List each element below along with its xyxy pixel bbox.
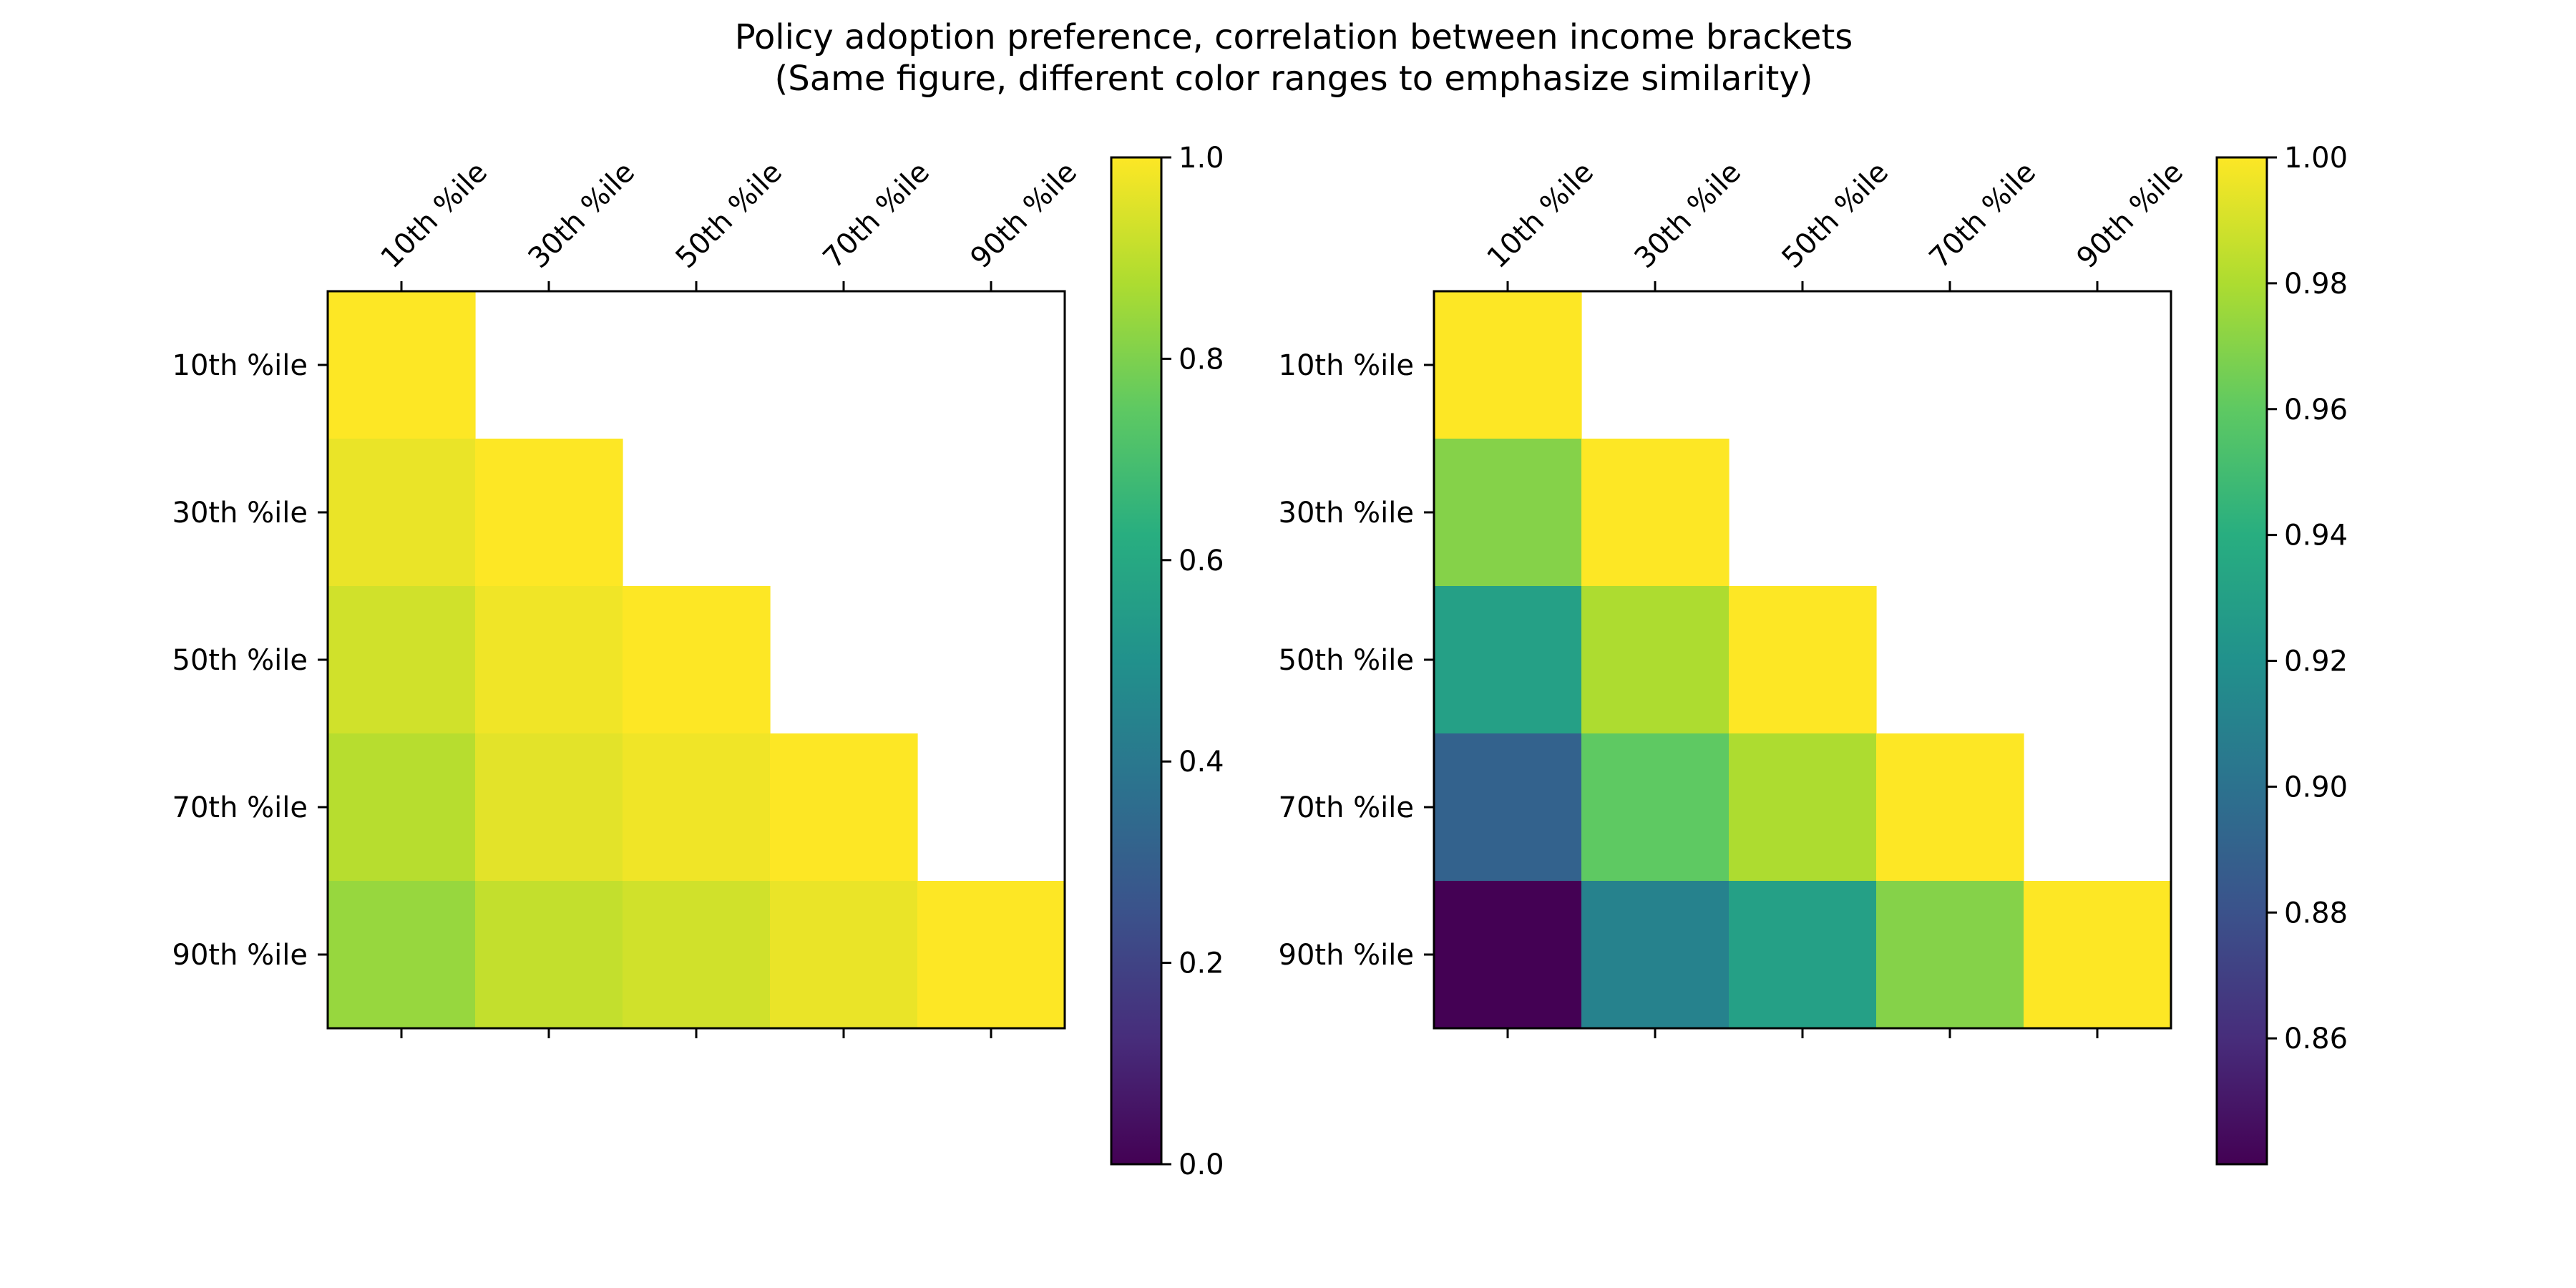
heatmap-cell-4-1: [475, 881, 623, 1029]
x-tick-label: 90th %ile: [2071, 156, 2190, 275]
colorbar-tick-label: 0.92: [2284, 645, 2348, 678]
heatmap-cell-3-2: [1729, 733, 1877, 882]
y-tick-label: 50th %ile: [172, 644, 308, 677]
colorbar-tick-label: 0.4: [1179, 746, 1224, 779]
colorbar-tick-label: 0.0: [1179, 1148, 1224, 1181]
x-tick-label: 70th %ile: [817, 156, 937, 275]
heatmap-cell-2-1: [475, 586, 623, 734]
heatmap-cell-4-0: [328, 881, 476, 1029]
heatmap-cell-2-2: [1729, 586, 1877, 734]
x-tick-label: 90th %ile: [965, 156, 1084, 275]
colorbar-tick-label: 0.96: [2284, 394, 2348, 426]
heatmap-cell-4-3: [1876, 881, 2024, 1029]
heatmap-cell-4-2: [623, 881, 771, 1029]
colorbar-tick-label: 0.6: [1179, 545, 1224, 577]
x-tick-label: 30th %ile: [522, 156, 642, 275]
colorbar: [2217, 157, 2267, 1164]
heatmap-cell-0-0: [328, 291, 476, 439]
heatmap-cell-3-2: [623, 733, 771, 882]
figure-title: Policy adoption preference, correlation …: [735, 17, 1853, 57]
colorbar-frame: [1110, 156, 1163, 1166]
colorbar: [1111, 157, 1161, 1164]
figure-subtitle: (Same figure, different color ranges to …: [775, 59, 1813, 99]
heatmap-cell-3-0: [328, 733, 476, 882]
colorbar-tick-label: 0.86: [2284, 1023, 2348, 1055]
colorbar-tick-label: 0.2: [1179, 947, 1224, 980]
heatmap-cell-1-1: [475, 439, 623, 587]
colorbar-tick-label: 0.8: [1179, 343, 1224, 376]
colorbar-tick-label: 1.0: [1179, 142, 1224, 175]
x-tick-label: 70th %ile: [1923, 156, 2043, 275]
y-tick-label: 50th %ile: [1279, 644, 1415, 677]
heatmap-cell-4-4: [2024, 881, 2172, 1029]
heatmap-cell-3-3: [770, 733, 918, 882]
heatmap-cell-2-0: [1434, 586, 1582, 734]
heatmap-cell-4-0: [1434, 881, 1582, 1029]
heatmap-cell-1-0: [328, 439, 476, 587]
x-tick-label: 50th %ile: [670, 156, 789, 275]
y-tick-label: 30th %ile: [1279, 497, 1415, 530]
heatmap-cell-3-0: [1434, 733, 1582, 882]
colorbar-tick-label: 0.90: [2284, 771, 2348, 804]
heatmap-cell-1-1: [1581, 439, 1729, 587]
y-tick-label: 90th %ile: [172, 939, 308, 972]
colorbar-tick-label: 0.94: [2284, 519, 2348, 552]
heatmap-cell-4-2: [1729, 881, 1877, 1029]
y-tick-label: 10th %ile: [1279, 349, 1415, 382]
heatmap-cell-4-4: [917, 881, 1065, 1029]
heatmap-cell-0-0: [1434, 291, 1582, 439]
x-tick-label: 30th %ile: [1629, 156, 1748, 275]
heatmap-cell-4-1: [1581, 881, 1729, 1029]
heatmap-cell-1-0: [1434, 439, 1582, 587]
colorbar-tick-label: 0.88: [2284, 897, 2348, 930]
heatmap-cell-2-1: [1581, 586, 1729, 734]
y-tick-label: 30th %ile: [172, 497, 308, 530]
heatmap-cell-3-1: [475, 733, 623, 882]
y-tick-label: 70th %ile: [172, 791, 308, 824]
x-tick-label: 50th %ile: [1776, 156, 1896, 275]
colorbar-tick-label: 1.00: [2284, 142, 2348, 175]
heatmap-cell-2-0: [328, 586, 476, 734]
y-tick-label: 90th %ile: [1279, 939, 1415, 972]
y-tick-label: 70th %ile: [1279, 791, 1415, 824]
heatmap-cell-2-2: [623, 586, 771, 734]
colorbar-tick-label: 0.98: [2284, 268, 2348, 301]
heatmap-cell-3-3: [1876, 733, 2024, 882]
x-tick-label: 10th %ile: [1481, 156, 1601, 275]
heatmap-cell-3-1: [1581, 733, 1729, 882]
x-tick-label: 10th %ile: [375, 156, 494, 275]
y-tick-label: 10th %ile: [172, 349, 308, 382]
heatmap-cell-4-3: [770, 881, 918, 1029]
